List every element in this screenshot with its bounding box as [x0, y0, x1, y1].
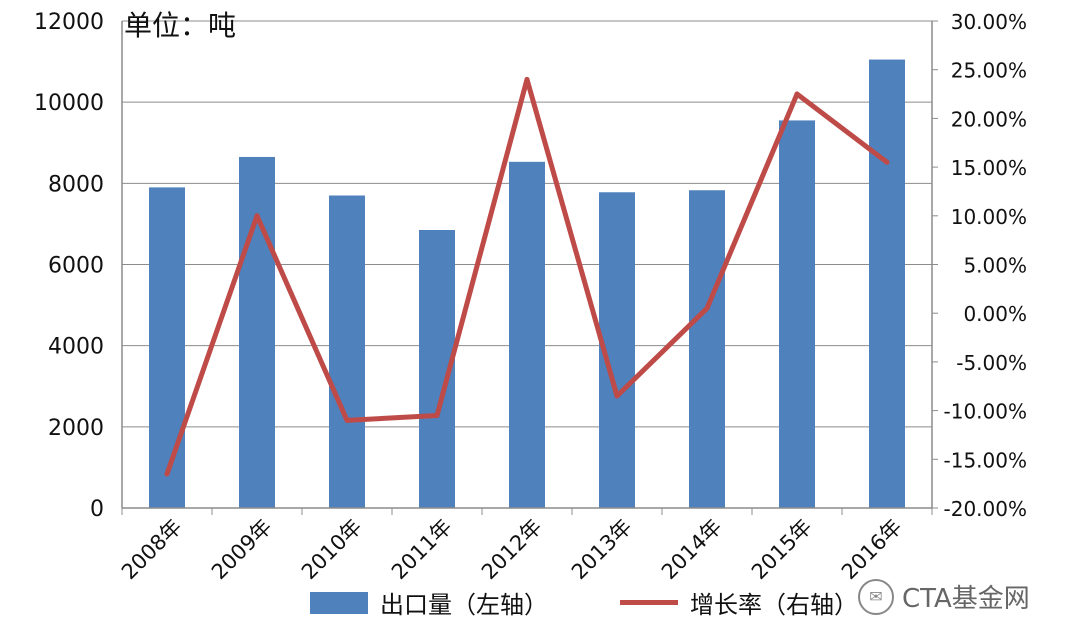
right-axis-tick-labels: -20.00% -15.00% -10.00% -5.00% 0.00% 5.00% 10.…	[944, 10, 1027, 521]
x-tick-label: 2013年	[567, 515, 637, 585]
line-point-2014年	[704, 305, 710, 311]
x-tick-label: 2010年	[297, 515, 367, 585]
right-tick-label: 25.00%	[951, 59, 1027, 83]
right-tick-label: -5.00%	[956, 351, 1027, 375]
legend-item-line: 增长率（右轴）	[620, 585, 858, 620]
bar-2012年	[509, 161, 545, 509]
x-tick-label: 2016年	[837, 515, 907, 585]
left-tick-label: 6000	[48, 254, 104, 279]
right-tick-label: 15.00%	[951, 156, 1027, 180]
wechat-icon: ✉	[858, 578, 894, 615]
legend-item-bar: 出口量（左轴）	[310, 585, 548, 620]
right-tick-label: 20.00%	[951, 107, 1027, 131]
right-tick-label: 30.00%	[951, 10, 1027, 34]
right-tick-label: 10.00%	[951, 205, 1027, 229]
bar-2015年	[779, 120, 815, 508]
left-tick-label: 12000	[34, 10, 104, 35]
x-axis-tick-labels: 2008年 2009年 2010年 2011年 2012年 2013年 2014年 2015年…	[117, 515, 907, 585]
unit-label: 单位：吨	[124, 9, 237, 42]
right-tick-label: 0.00%	[963, 302, 1027, 326]
legend-line-label: 增长率（右轴）	[690, 591, 858, 619]
line-point-2008年	[164, 471, 170, 477]
line-point-2015年	[794, 91, 800, 97]
line-point-2010年	[344, 417, 350, 423]
line-point-2016年	[884, 159, 890, 165]
x-tick-label: 2009年	[207, 515, 277, 585]
line-point-2013年	[614, 393, 620, 399]
right-tick-label: -10.00%	[944, 400, 1027, 424]
watermark: ✉ CTA基金网	[858, 578, 1030, 615]
bar-2014年	[689, 190, 725, 509]
axes	[121, 20, 938, 515]
x-tick-label: 2014年	[657, 515, 727, 585]
left-tick-label: 0	[90, 497, 104, 522]
bar-2009年	[239, 156, 275, 508]
watermark-text: CTA基金网	[902, 584, 1030, 614]
x-tick-label: 2012年	[477, 515, 547, 585]
right-tick-label: -15.00%	[944, 448, 1027, 472]
left-tick-label: 2000	[48, 416, 104, 441]
right-tick-label: -20.00%	[944, 497, 1027, 521]
line-point-2012年	[524, 76, 530, 82]
x-tick-label: 2008年	[117, 515, 187, 585]
right-tick-label: 5.00%	[963, 254, 1027, 278]
line-point-2011年	[434, 412, 440, 418]
line-point-2009年	[254, 213, 260, 219]
left-axis-tick-labels: 0 2000 4000 6000 8000 10000 12000	[34, 10, 104, 522]
bar-2008年	[149, 187, 185, 508]
legend-bar-swatch	[310, 591, 368, 614]
x-tick-label: 2015年	[747, 515, 817, 585]
bar-series	[149, 59, 905, 509]
legend-line-swatch	[620, 600, 678, 605]
legend: 出口量（左轴） 增长率（右轴）	[0, 585, 1080, 635]
bar-2010年	[329, 195, 365, 508]
left-tick-label: 10000	[34, 91, 104, 116]
left-tick-label: 8000	[48, 172, 104, 197]
x-tick-label: 2011年	[387, 515, 457, 585]
line-series	[164, 76, 890, 477]
legend-bar-label: 出口量（左轴）	[380, 591, 548, 619]
bar-2016年	[869, 59, 905, 508]
left-tick-label: 4000	[48, 335, 104, 360]
